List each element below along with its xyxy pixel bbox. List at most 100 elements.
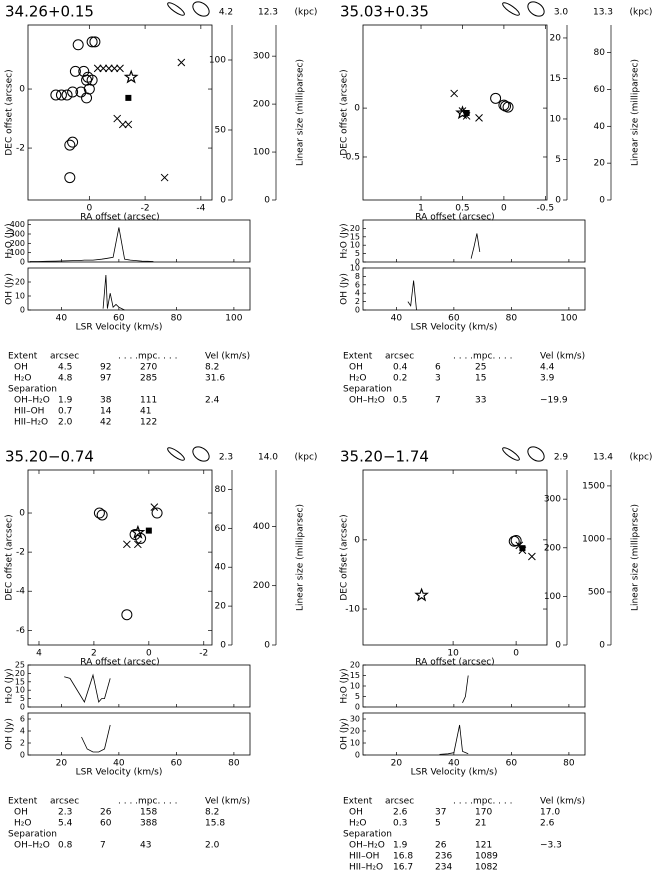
size-tick-label: 0 (264, 196, 270, 206)
table-cell: 0.7 (58, 407, 72, 417)
beam (527, 446, 545, 462)
h2o-spot (151, 507, 163, 519)
spectrum-line (102, 274, 125, 311)
table-cell: H₂O (349, 819, 366, 829)
y-axis-label: H₂O (Jy) (340, 668, 350, 703)
table-header: arcsec (385, 352, 414, 362)
panel: 34.26+0.15 4.2 12.3 (kpc) 0 -2 -4 RA offset (ar… (5, 1, 317, 428)
distance: 2.9 (554, 453, 569, 463)
table-cell: 5 (435, 819, 441, 829)
table-header: Vel (km/s) (540, 797, 585, 807)
y-tick-label: 10 (350, 264, 360, 273)
h2o-spot (64, 172, 76, 184)
table-header: Vel (km/s) (540, 352, 585, 362)
y-tick-label: 0 (20, 703, 25, 712)
table-cell: OH–H₂O (14, 396, 50, 406)
hii-region (414, 587, 429, 602)
table-cell: 121 (475, 841, 492, 851)
size-tick-label: 200 (253, 581, 270, 591)
h2o-spot (490, 92, 502, 104)
table-cell: H₂O (349, 374, 366, 384)
y-tick-label: 20 (15, 278, 25, 287)
table-cell: 2.3 (58, 808, 72, 818)
spectrum-frame (362, 712, 586, 756)
y-tick-label: 15 (350, 671, 360, 680)
oh-spot (150, 503, 159, 512)
size-tick-label: 10 (550, 114, 562, 124)
distance: 14.0 (258, 453, 278, 463)
spectrum-frame (27, 664, 251, 708)
y-tick-label: 15 (350, 232, 360, 241)
size-tick-label: 0 (599, 641, 605, 651)
h2o-spot (61, 89, 73, 101)
distance: 12.3 (258, 8, 278, 18)
h2o-spot (121, 609, 133, 621)
x-tick-label: 40 (113, 759, 125, 769)
oh-spot (104, 64, 113, 73)
size-tick-label: 400 (253, 522, 270, 532)
size-tick-label: 0 (555, 196, 561, 206)
y-tick-label: 0 (355, 703, 360, 712)
y-tick-label: 10 (350, 682, 360, 691)
table-cell: 26 (435, 841, 447, 851)
size-tick-label: 20 (215, 602, 227, 612)
y-tick-label: 20 (350, 224, 360, 233)
size-tick-label: 200 (253, 100, 270, 110)
x-tick-label: 10 (447, 649, 459, 659)
table-cell: 4.8 (58, 374, 73, 384)
panel-title: 35.03+0.35 (340, 3, 429, 21)
x-tick-label: 40 (448, 759, 460, 769)
size-tick-label: 80 (594, 48, 606, 58)
distance-unit: (kpc) (630, 8, 653, 18)
y-tick-label: 20 (350, 727, 360, 736)
table-cell: 7 (435, 396, 441, 406)
size-tick-label: 100 (253, 148, 270, 158)
y-tick-label: 6 (20, 715, 25, 724)
size-tick-label: 60 (594, 85, 606, 95)
size-tick-label: 100 (209, 56, 226, 66)
size-tick-label: 5 (555, 155, 561, 165)
table-cell: 234 (435, 863, 452, 873)
panel: 35.20−0.74 2.3 14.0 (kpc)4 2 0 -2RA offset (ar… (5, 446, 317, 851)
table-cell: 0.3 (393, 819, 407, 829)
beam (192, 446, 210, 462)
table-cell: 43 (140, 841, 151, 851)
table-cell: HII–OH (349, 852, 379, 862)
spectrum-frame (362, 664, 586, 708)
table-cell: 2.6 (540, 819, 555, 829)
table-header: Extent (8, 797, 38, 807)
x-tick-label: -0.5 (537, 204, 555, 214)
h2o-spot (510, 535, 522, 547)
size-tick-label: 15 (550, 74, 561, 84)
table-cell: 26 (100, 808, 112, 818)
panel-title: 35.20−0.74 (5, 448, 94, 466)
size-tick-label: 0 (599, 196, 605, 206)
x-axis-label: RA offset (arcsec) (415, 213, 494, 223)
y-tick-label: 0 (354, 535, 360, 545)
table-cell: HII–H₂O (349, 863, 383, 873)
table-cell: 16.8 (393, 852, 413, 862)
table-header: arcsec (385, 797, 414, 807)
size-tick-label: 300 (253, 52, 270, 62)
size-axis-label: Linear size (milliparsec) (631, 504, 641, 611)
distance: 2.3 (219, 453, 233, 463)
table-cell: 1082 (475, 863, 498, 873)
y-tick-label: 0 (19, 509, 25, 519)
table-header: arcsec (50, 352, 79, 362)
y-tick-label: 2 (20, 739, 25, 748)
y-tick-label: 5 (20, 694, 25, 703)
table-cell: 8.2 (205, 808, 219, 818)
table-cell: 31.6 (205, 374, 225, 384)
spectrum-line (29, 227, 154, 262)
x-tick-label: 80 (171, 314, 183, 324)
beam (502, 447, 520, 461)
table-cell: H₂O (14, 819, 31, 829)
y-axis-label: OH (Jy) (5, 718, 15, 750)
size-tick-label: 60 (215, 524, 227, 534)
oh-spot (528, 552, 536, 561)
beam (167, 447, 185, 461)
y-tick-label: 5 (355, 692, 360, 701)
x-tick-label: 20 (391, 759, 403, 769)
spectrum-frame (27, 267, 251, 311)
